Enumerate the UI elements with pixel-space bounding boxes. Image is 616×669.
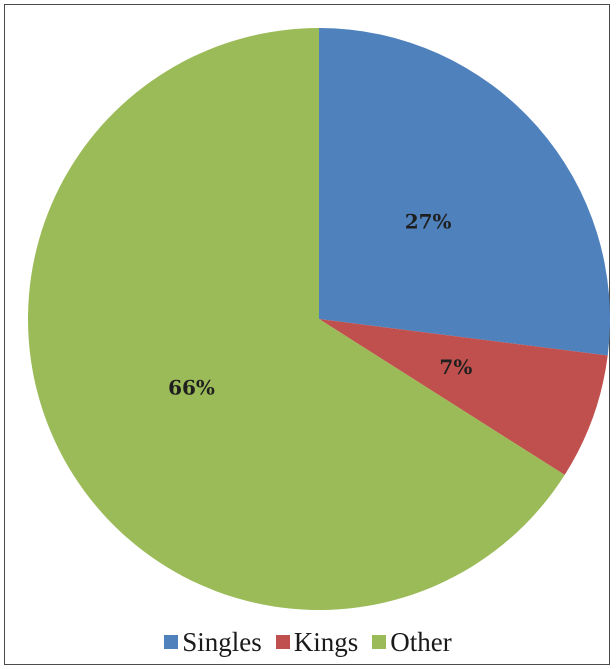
chart-legend: Singles Kings Other	[0, 622, 616, 662]
data-label-kings: 7%	[439, 355, 472, 379]
pie-slice-kings	[319, 319, 608, 475]
legend-item-kings: Kings	[275, 626, 359, 658]
data-label-other: 66%	[168, 376, 215, 400]
pie-slices	[27, 28, 610, 610]
data-label-singles: 27%	[405, 209, 452, 233]
legend-item-other: Other	[372, 626, 452, 658]
legend-swatch-singles	[164, 635, 179, 649]
legend-item-singles: Singles	[164, 627, 262, 658]
pie-slice-singles	[319, 28, 610, 356]
legend-label-singles: Singles	[182, 626, 262, 657]
legend-swatch-other	[372, 635, 387, 649]
legend-label-other: Other	[390, 626, 452, 657]
legend-swatch-kings	[275, 635, 290, 649]
pie-data-labels: 27% 7% 66%	[168, 209, 472, 399]
pie-slice-other	[27, 28, 565, 610]
legend-label-kings: Kings	[293, 626, 359, 657]
